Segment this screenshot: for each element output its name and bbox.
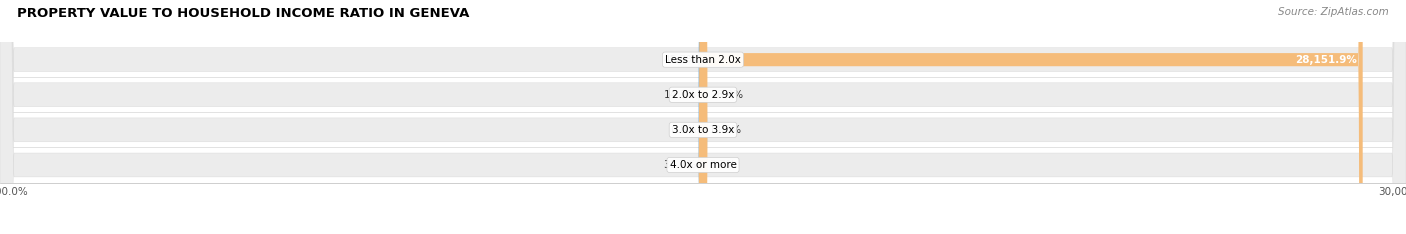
FancyBboxPatch shape	[699, 0, 707, 234]
FancyBboxPatch shape	[700, 0, 707, 234]
Text: Less than 2.0x: Less than 2.0x	[665, 55, 741, 65]
FancyBboxPatch shape	[703, 0, 1362, 234]
FancyBboxPatch shape	[699, 0, 707, 234]
FancyBboxPatch shape	[699, 0, 707, 234]
FancyBboxPatch shape	[699, 0, 707, 234]
Text: 4.0x or more: 4.0x or more	[669, 160, 737, 170]
Text: Source: ZipAtlas.com: Source: ZipAtlas.com	[1278, 7, 1389, 17]
Text: 45.7%: 45.7%	[664, 55, 696, 65]
Text: 31.7%: 31.7%	[664, 160, 696, 170]
Text: 14.3%: 14.3%	[664, 90, 697, 100]
FancyBboxPatch shape	[699, 0, 707, 234]
Text: PROPERTY VALUE TO HOUSEHOLD INCOME RATIO IN GENEVA: PROPERTY VALUE TO HOUSEHOLD INCOME RATIO…	[17, 7, 470, 20]
Text: 76.9%: 76.9%	[710, 90, 744, 100]
Text: 13.3%: 13.3%	[709, 125, 742, 135]
Text: 6.8%: 6.8%	[671, 125, 697, 135]
FancyBboxPatch shape	[699, 0, 707, 234]
Text: 3.0x to 3.9x: 3.0x to 3.9x	[672, 125, 734, 135]
Text: 28,151.9%: 28,151.9%	[1295, 55, 1357, 65]
Text: 3.7%: 3.7%	[709, 160, 735, 170]
Text: 2.0x to 2.9x: 2.0x to 2.9x	[672, 90, 734, 100]
